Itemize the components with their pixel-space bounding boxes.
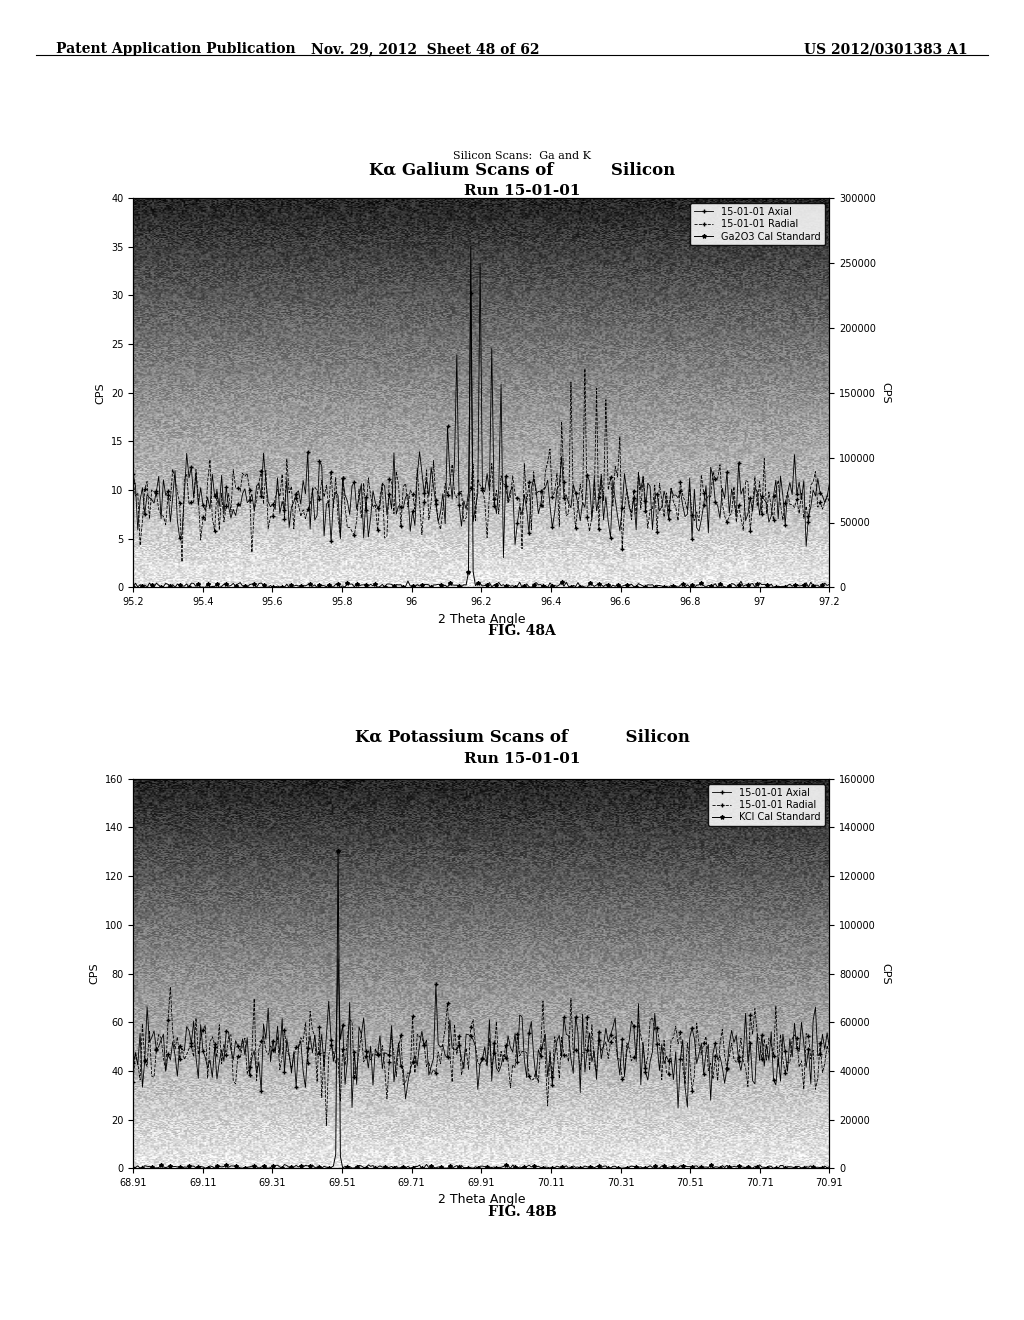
Ga2O3 Cal Standard xyxy=(141,579,154,595)
15-01-01 Axial xyxy=(672,1100,684,1115)
15-01-01 Radial xyxy=(127,475,139,491)
15-01-01 Radial xyxy=(127,1074,139,1090)
X-axis label: 2 Theta Angle: 2 Theta Angle xyxy=(437,1193,525,1206)
15-01-01 Radial xyxy=(129,488,141,504)
15-01-01 Radial xyxy=(823,495,836,511)
Line: 15-01-01 Axial: 15-01-01 Axial xyxy=(131,261,831,560)
Y-axis label: CPS: CPS xyxy=(95,381,105,404)
15-01-01 Radial xyxy=(558,1048,570,1064)
Line: 15-01-01 Axial: 15-01-01 Axial xyxy=(131,957,831,1110)
15-01-01 Radial xyxy=(129,1044,141,1060)
Text: Run 15-01-01: Run 15-01-01 xyxy=(464,751,581,766)
Ga2O3 Cal Standard xyxy=(823,577,836,593)
KCl Cal Standard xyxy=(136,1160,148,1176)
Text: Patent Application Publication: Patent Application Publication xyxy=(56,42,296,57)
Ga2O3 Cal Standard xyxy=(127,579,139,595)
15-01-01 Axial xyxy=(823,1040,836,1056)
15-01-01 Axial xyxy=(542,1069,554,1085)
Legend: 15-01-01 Axial, 15-01-01 Radial, Ga2O3 Cal Standard: 15-01-01 Axial, 15-01-01 Radial, Ga2O3 C… xyxy=(690,203,824,246)
Ga2O3 Cal Standard xyxy=(546,578,558,594)
KCl Cal Standard xyxy=(719,1159,731,1175)
KCl Cal Standard xyxy=(763,1158,775,1173)
15-01-01 Axial xyxy=(823,475,836,491)
Y-axis label: CPS: CPS xyxy=(880,381,890,404)
15-01-01 Radial xyxy=(542,454,554,470)
15-01-01 Axial xyxy=(555,1049,567,1065)
Ga2O3 Cal Standard xyxy=(763,578,775,594)
15-01-01 Radial xyxy=(763,1030,775,1045)
KCl Cal Standard xyxy=(332,842,344,858)
Ga2O3 Cal Standard xyxy=(465,239,477,255)
15-01-01 Radial xyxy=(544,1043,556,1059)
15-01-01 Radial xyxy=(719,1047,731,1063)
Line: KCl Cal Standard: KCl Cal Standard xyxy=(131,849,831,1171)
KCl Cal Standard xyxy=(546,1160,558,1176)
15-01-01 Axial xyxy=(127,1055,139,1071)
Ga2O3 Cal Standard xyxy=(719,579,731,595)
KCl Cal Standard xyxy=(823,1159,836,1175)
15-01-01 Radial xyxy=(321,1118,333,1134)
15-01-01 Axial xyxy=(544,498,556,513)
Text: FIG. 48A: FIG. 48A xyxy=(488,624,556,639)
15-01-01 Radial xyxy=(176,554,188,570)
Line: 15-01-01 Radial: 15-01-01 Radial xyxy=(131,985,831,1127)
15-01-01 Radial xyxy=(719,508,731,524)
X-axis label: 2 Theta Angle: 2 Theta Angle xyxy=(437,612,525,626)
Legend: 15-01-01 Axial, 15-01-01 Radial, KCl Cal Standard: 15-01-01 Axial, 15-01-01 Radial, KCl Cal… xyxy=(708,784,824,826)
Text: Kα Galium Scans of          Silicon: Kα Galium Scans of Silicon xyxy=(369,161,676,178)
15-01-01 Axial xyxy=(498,550,510,566)
Text: FIG. 48B: FIG. 48B xyxy=(487,1205,557,1220)
15-01-01 Radial xyxy=(546,1069,558,1085)
15-01-01 Axial xyxy=(129,478,141,494)
Text: US 2012/0301383 A1: US 2012/0301383 A1 xyxy=(804,42,968,57)
15-01-01 Axial xyxy=(558,490,570,506)
15-01-01 Radial xyxy=(555,413,567,429)
15-01-01 Radial xyxy=(763,484,775,500)
Text: Silicon Scans:  Ga and K: Silicon Scans: Ga and K xyxy=(454,150,591,161)
15-01-01 Axial xyxy=(127,466,139,482)
KCl Cal Standard xyxy=(558,1159,570,1175)
15-01-01 Axial xyxy=(474,256,486,272)
Text: Nov. 29, 2012  Sheet 48 of 62: Nov. 29, 2012 Sheet 48 of 62 xyxy=(310,42,540,57)
Text: Run 15-01-01: Run 15-01-01 xyxy=(464,183,581,198)
15-01-01 Radial xyxy=(579,360,591,376)
15-01-01 Axial xyxy=(763,515,775,531)
15-01-01 Axial xyxy=(763,1052,775,1068)
15-01-01 Axial xyxy=(546,520,558,536)
15-01-01 Axial xyxy=(129,1045,141,1061)
15-01-01 Axial xyxy=(719,491,731,507)
15-01-01 Radial xyxy=(823,1045,836,1061)
Ga2O3 Cal Standard xyxy=(558,578,570,594)
KCl Cal Standard xyxy=(544,1160,556,1176)
KCl Cal Standard xyxy=(127,1160,139,1176)
15-01-01 Axial xyxy=(332,950,344,966)
15-01-01 Axial xyxy=(544,1047,556,1063)
15-01-01 Axial xyxy=(719,1076,731,1092)
Y-axis label: CPS: CPS xyxy=(880,962,890,985)
Y-axis label: CPS: CPS xyxy=(89,962,99,985)
KCl Cal Standard xyxy=(129,1160,141,1176)
Ga2O3 Cal Standard xyxy=(544,576,556,591)
Text: Kα Potassium Scans of          Silicon: Kα Potassium Scans of Silicon xyxy=(354,729,690,746)
Ga2O3 Cal Standard xyxy=(129,576,141,591)
Line: Ga2O3 Cal Standard: Ga2O3 Cal Standard xyxy=(131,244,831,590)
15-01-01 Radial xyxy=(544,441,556,457)
Line: 15-01-01 Radial: 15-01-01 Radial xyxy=(131,367,831,564)
15-01-01 Radial xyxy=(164,979,176,995)
